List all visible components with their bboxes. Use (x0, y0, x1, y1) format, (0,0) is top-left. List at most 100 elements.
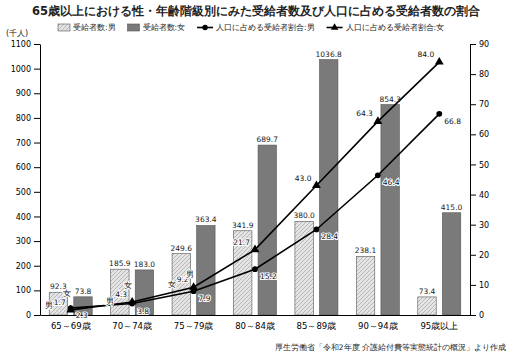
point (128, 297, 137, 305)
annotation: 男 (106, 297, 114, 306)
tick-label: 700 (16, 139, 31, 148)
tick-mark (34, 216, 40, 217)
point (252, 266, 258, 272)
tick-mark (34, 266, 40, 267)
tick-label: 20 (479, 251, 489, 260)
legend-item: 人口に占める受給者割合:男 (197, 23, 315, 32)
tick-label: 1000 (11, 65, 31, 74)
annotation: 女 (63, 289, 71, 298)
data-label: 73.8 (75, 287, 92, 296)
tick-label: 85～89歳 (297, 321, 337, 331)
legend-swatch (128, 24, 140, 31)
tick: 80 (470, 70, 489, 79)
data-label: 183.0 (134, 260, 156, 269)
legend-label: 人口に占める受給者割合:女 (346, 23, 445, 32)
tick-mark (470, 285, 476, 286)
tick: 300 (16, 237, 40, 246)
legend-label: 人口に占める受給者割合:男 (216, 23, 315, 32)
bar (381, 105, 399, 315)
tick-mark (470, 134, 476, 135)
bar (442, 213, 460, 315)
tick: 30 (470, 221, 489, 230)
point (436, 111, 442, 117)
data-label: 380.0 (293, 211, 315, 220)
point (312, 180, 321, 188)
data-label: 238.1 (355, 246, 377, 255)
data-label: 854.3 (379, 95, 401, 104)
y-axis: 010020030040050060070080090010001100 (11, 40, 41, 320)
tick: 400 (16, 213, 40, 222)
tick-label: 0 (479, 311, 484, 320)
data-label: 84.0 (418, 50, 435, 59)
bar (356, 256, 374, 315)
bar (320, 60, 338, 315)
data-label: 7.9 (199, 294, 211, 303)
tick: 0 (26, 311, 40, 320)
tick-mark (34, 192, 40, 193)
tick-label: 800 (16, 114, 31, 123)
tick-label: 900 (16, 89, 31, 98)
legend-marker (331, 23, 338, 29)
legend-label: 受給者数:女 (143, 23, 186, 32)
point (375, 172, 381, 178)
data-label: 689.7 (257, 135, 279, 144)
tick-label: 400 (16, 213, 31, 222)
title: 65歳以上における性・年齢階級別にみた受給者数及び人口に占める受給者数の割合 (32, 4, 480, 18)
tick-label: 90 (479, 40, 489, 49)
tick: 50 (470, 161, 489, 170)
x-axis: 65～69歳70～74歳75～79歳80～84歳85～89歳90～94歳95歳以… (41, 315, 471, 331)
line (71, 114, 440, 308)
tick-mark (470, 104, 476, 105)
data-label: 64.3 (356, 109, 373, 118)
tick: 95歳以上 (420, 315, 458, 331)
annotation: 男 (186, 270, 194, 279)
tick-label: 500 (16, 188, 31, 197)
tick: 600 (16, 163, 40, 172)
data-label: 73.4 (419, 287, 436, 296)
tick: 100 (16, 286, 40, 295)
tick: 0 (470, 311, 484, 320)
tick-label: 75～79歳 (174, 321, 214, 331)
tick: 200 (16, 262, 40, 271)
point (435, 57, 444, 65)
bar (111, 269, 129, 315)
data-label: 3.8 (137, 307, 149, 316)
tick-mark (470, 315, 476, 316)
tick-label: 100 (16, 286, 31, 295)
annotation: 女 (124, 281, 132, 290)
tick-mark (34, 290, 40, 291)
tick-mark (34, 93, 40, 94)
legend-marker (202, 25, 208, 31)
tick: 20 (470, 251, 489, 260)
data-label: 1036.8 (316, 50, 342, 59)
axis-line (40, 45, 41, 316)
tick: 80～84歳 (235, 315, 275, 331)
tick: 700 (16, 139, 40, 148)
legend: 受給者数:男受給者数:女人口に占める受給者割合:男人口に占める受給者割合:女 (58, 23, 444, 32)
point (251, 245, 260, 253)
bar (135, 270, 153, 315)
data-label: 66.8 (444, 117, 461, 126)
source-note: 厚生労働省「令和2年度 介護給付費等実態統計の概況」より作成 (275, 343, 506, 352)
data-label: 363.4 (195, 215, 217, 224)
tick-mark (470, 255, 476, 256)
bar (418, 297, 436, 315)
tick: 85～89歳 (297, 315, 337, 331)
axis-line (470, 45, 471, 316)
tick-mark (470, 74, 476, 75)
annotation: 男 (45, 301, 53, 310)
tick: 10 (470, 281, 489, 290)
point (314, 227, 320, 233)
tick-label: 10 (479, 281, 489, 290)
tick-label: 70 (479, 100, 489, 109)
data-label: 2.3 (76, 311, 88, 320)
y-axis-title: (千人) (6, 29, 28, 38)
data-label: 21.7 (233, 238, 250, 247)
tick-mark (470, 44, 476, 45)
tick-mark (34, 167, 40, 168)
tick-mark (470, 164, 476, 165)
tick-label: 0 (26, 311, 31, 320)
tick-label: 30 (479, 221, 489, 230)
point (66, 305, 75, 313)
tick-mark (34, 118, 40, 119)
